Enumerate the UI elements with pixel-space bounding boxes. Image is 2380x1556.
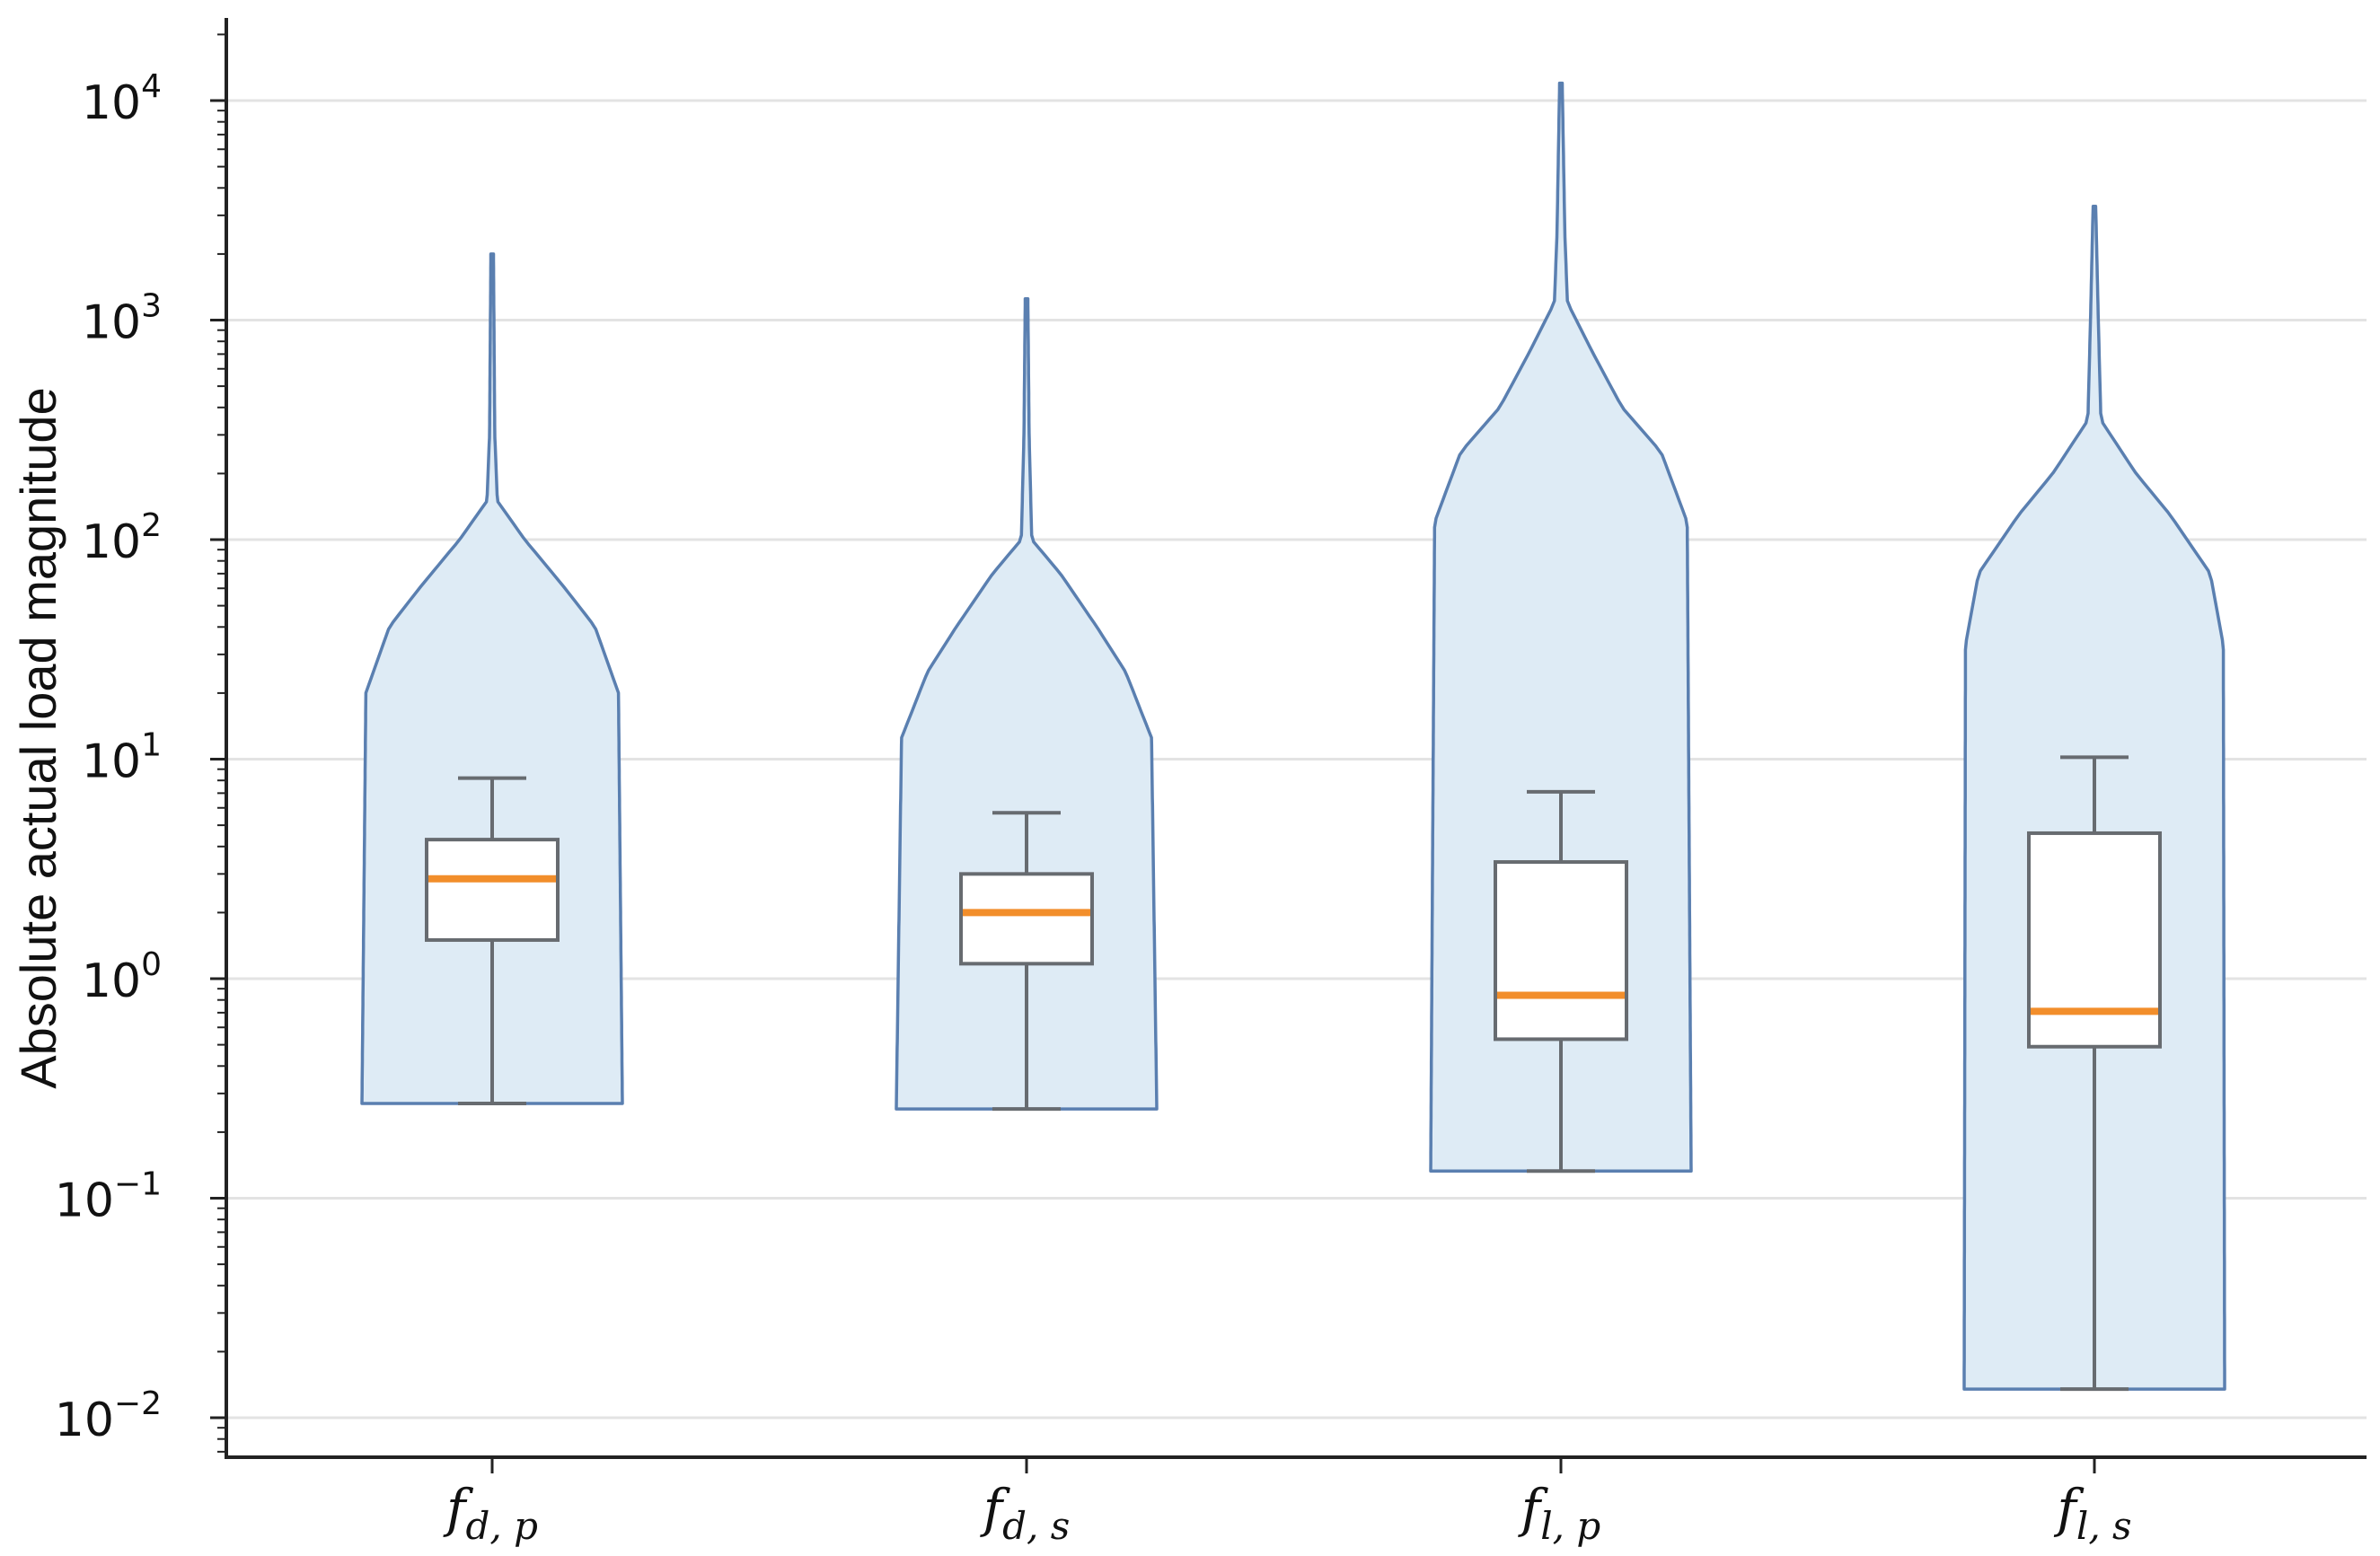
x-tick-label-subscript: d, p [465, 1504, 537, 1548]
y-tick-base: 10 [82, 76, 141, 130]
x-ticks: fd, p fd, s fl, p fl, s [443, 1457, 2132, 1548]
y-tick-label: 10−1 [55, 1166, 162, 1228]
x-tick-label: fd, p [443, 1478, 538, 1548]
y-tick-base: 10 [82, 296, 141, 350]
y-tick-exponent: −2 [114, 1385, 162, 1422]
y-tick-exponent: 0 [141, 946, 162, 983]
y-tick-exponent: 2 [141, 507, 162, 544]
violin-group [895, 297, 1159, 1112]
y-tick-label: 101 [82, 727, 162, 789]
y-tick-exponent: 4 [141, 68, 162, 105]
x-tick-label: fl, p [1518, 1478, 1601, 1548]
x-tick-label-subscript: d, s [1002, 1504, 1070, 1548]
x-tick-label-subscript: l, p [1540, 1504, 1600, 1548]
plot-area [360, 81, 2226, 1392]
y-tick-base: 10 [82, 954, 141, 1008]
y-tick-label: 104 [82, 68, 162, 130]
violin-group [1962, 204, 2226, 1392]
violin-group [360, 252, 624, 1106]
violin-group [1429, 81, 1693, 1174]
y-tick-base: 10 [82, 515, 141, 569]
y-tick-label: 103 [82, 288, 162, 350]
axes [225, 18, 2367, 1459]
y-axis-label: Absolute actual load magnitude [10, 387, 66, 1088]
y-tick-base: 10 [55, 1174, 114, 1228]
y-tick-exponent: −1 [114, 1166, 162, 1203]
x-tick-label: fl, s [2053, 1478, 2131, 1548]
y-tick-label: 100 [82, 946, 162, 1008]
x-tick-label-subscript: l, s [2076, 1504, 2132, 1548]
y-tick-exponent: 1 [141, 727, 162, 764]
x-tick-label: fd, s [980, 1478, 1071, 1548]
y-tick-exponent: 3 [141, 288, 162, 325]
y-tick-label: 10−2 [55, 1385, 162, 1447]
y-tick-base: 10 [55, 1393, 114, 1447]
y-tick-base: 10 [82, 735, 141, 789]
box-iqr [959, 872, 1094, 966]
box-iqr [425, 838, 560, 942]
box-iqr [1494, 860, 1628, 1042]
y-tick-label: 102 [82, 507, 162, 569]
